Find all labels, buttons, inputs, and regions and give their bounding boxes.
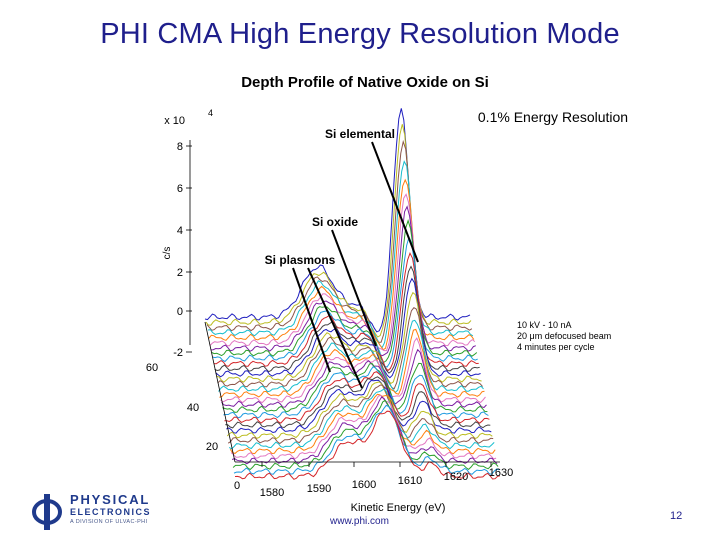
spectrum-trace-12 bbox=[224, 371, 490, 424]
z-tick-label: -2 bbox=[173, 347, 183, 359]
spectrum-trace-15 bbox=[221, 348, 487, 409]
logo-text-physical: PHYSICAL bbox=[70, 492, 151, 507]
footer-url-link[interactable]: www.phi.com bbox=[330, 516, 389, 527]
spectrum-trace-18 bbox=[218, 319, 484, 394]
slide-number: 12 bbox=[670, 510, 683, 522]
si-oxide-label: Si oxide bbox=[312, 215, 358, 229]
z-tick-label: 6 bbox=[177, 183, 183, 195]
spectrum-trace-7 bbox=[228, 388, 495, 450]
energy-tick-label: 1630 bbox=[489, 467, 513, 479]
spectrum-trace-29 bbox=[207, 160, 474, 349]
spectrum-trace-3 bbox=[232, 399, 499, 471]
phi-logo-icon bbox=[32, 494, 62, 530]
cycle-tick-label: 60 bbox=[146, 362, 158, 374]
energy-tick-label: 1590 bbox=[307, 483, 331, 495]
cycle-tick-label: 0 bbox=[234, 480, 240, 492]
si-elemental-label: Si elemental bbox=[325, 127, 395, 141]
company-logo: PHYSICAL ELECTRONICS A DIVISION OF ULVAC… bbox=[30, 492, 190, 532]
z-tick-label: 2 bbox=[177, 267, 183, 279]
spectrum-trace-8 bbox=[227, 384, 494, 445]
conditions-note: 10 kV - 10 nA bbox=[517, 320, 572, 330]
spectrum-trace-13 bbox=[223, 366, 489, 419]
spectrum-trace-24 bbox=[212, 235, 478, 368]
spectrum-trace-9 bbox=[226, 381, 493, 440]
logo-text-electronics: ELECTRONICS bbox=[70, 507, 152, 517]
spectrum-trace-14 bbox=[222, 362, 488, 413]
spectrum-trace-10 bbox=[226, 379, 492, 434]
slide-title: PHI CMA High Energy Resolution Mode bbox=[100, 18, 620, 50]
z-tick-label: 4 bbox=[177, 225, 183, 237]
energy-axis-label: Kinetic Energy (eV) bbox=[351, 502, 446, 514]
conditions-note: 4 minutes per cycle bbox=[517, 342, 595, 352]
si-plasmons-arrow-2 bbox=[307, 267, 363, 389]
spectrum-trace-2 bbox=[233, 404, 500, 475]
chart-title: Depth Profile of Native Oxide on Si bbox=[241, 74, 489, 91]
spectrum-trace-27 bbox=[209, 193, 476, 352]
spectrum-trace-1 bbox=[234, 410, 501, 480]
spectrum-trace-6 bbox=[229, 393, 496, 455]
cycle-tick-label: 40 bbox=[187, 402, 199, 414]
spectrum-trace-28 bbox=[208, 178, 475, 351]
spectrum-trace-25 bbox=[211, 219, 478, 364]
logo-text-division: A DIVISION OF ULVAC-PHI bbox=[70, 519, 148, 525]
si-plasmons-label: Si plasmons bbox=[265, 253, 336, 267]
z-exponent-label: 4 bbox=[208, 108, 213, 118]
z-multiplier-label: x 10 bbox=[164, 115, 185, 127]
conditions-note: 20 μm defocused beam bbox=[517, 331, 611, 341]
spectrum-trace-26 bbox=[210, 205, 476, 357]
energy-tick-label: 1580 bbox=[260, 487, 284, 499]
energy-tick-label: 1610 bbox=[398, 475, 422, 487]
spectrum-trace-17 bbox=[219, 328, 485, 399]
spectrum-trace-23 bbox=[213, 252, 479, 372]
spectrum-trace-21 bbox=[215, 277, 481, 379]
spectrum-trace-22 bbox=[214, 265, 480, 374]
spectrum-trace-32 bbox=[204, 108, 471, 333]
spectrum-trace-4 bbox=[231, 396, 498, 465]
resolution-annotation: 0.1% Energy Resolution bbox=[478, 109, 628, 125]
si-oxide-arrow bbox=[331, 229, 377, 347]
z-tick-label: 8 bbox=[177, 141, 183, 153]
spectrum-trace-20 bbox=[216, 291, 482, 385]
z-axis-label: c/s bbox=[162, 247, 173, 260]
cycle-tick-label: 20 bbox=[206, 441, 218, 453]
si-elemental-arrow bbox=[371, 141, 419, 263]
spectrum-trace-19 bbox=[217, 307, 483, 390]
spectrum-trace-11 bbox=[225, 376, 491, 429]
z-tick-label: 0 bbox=[177, 306, 183, 318]
si-plasmons-arrow-1 bbox=[292, 267, 331, 373]
spectrum-trace-5 bbox=[230, 394, 497, 460]
cycle-axis-line bbox=[204, 321, 236, 463]
energy-tick-label: 1620 bbox=[444, 471, 468, 483]
energy-tick-label: 1600 bbox=[352, 479, 376, 491]
